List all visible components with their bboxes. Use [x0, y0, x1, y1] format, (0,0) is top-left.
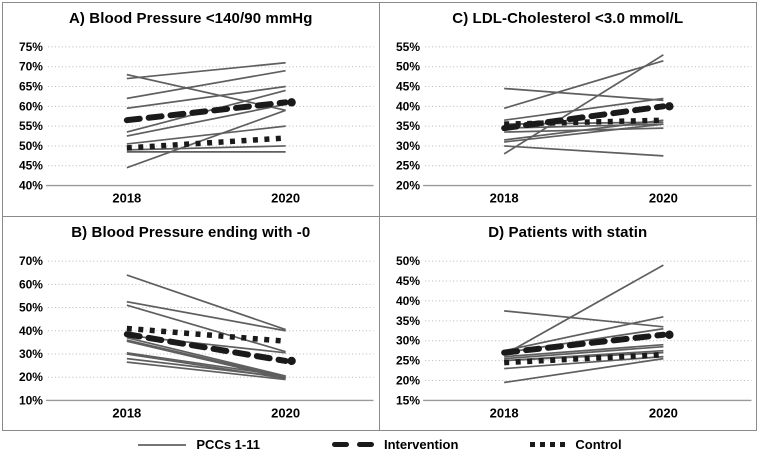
svg-text:40%: 40% [19, 323, 43, 337]
svg-text:70%: 70% [19, 254, 43, 268]
intervention-dashed-line-swatch [331, 442, 374, 447]
chart-canvas-a: 40% 45% 50% 55% 60% 65% 70% 75% 2018 2020 [19, 40, 374, 206]
legend-label-control: Control [575, 437, 622, 452]
svg-text:20%: 20% [19, 370, 43, 384]
legend: PCCs 1-11 Intervention Control [0, 431, 760, 458]
svg-text:40%: 40% [396, 293, 420, 307]
svg-text:2020: 2020 [648, 405, 677, 420]
chart-title-b: B) Blood Pressure ending with -0 [71, 223, 311, 241]
chart-grid: 40% 45% 50% 55% 60% 65% 70% 75% 2018 2020 A) Bloo… [2, 2, 757, 431]
svg-text:40%: 40% [396, 99, 420, 113]
svg-text:2020: 2020 [648, 191, 677, 206]
svg-text:10%: 10% [19, 393, 43, 407]
svg-text:15%: 15% [396, 393, 420, 407]
chart-title-d: D) Patients with statin [488, 223, 648, 241]
svg-text:60%: 60% [19, 99, 43, 113]
svg-text:2018: 2018 [489, 405, 518, 420]
svg-text:30%: 30% [19, 346, 43, 360]
svg-text:25%: 25% [396, 353, 420, 367]
legend-item-control: Control [530, 437, 622, 452]
chart-canvas-c: 20% 25% 30% 35% 40% 45% 50% 55% 2018 2020 [396, 40, 751, 206]
svg-text:35%: 35% [396, 119, 420, 133]
svg-text:55%: 55% [396, 40, 420, 54]
chart-panel-b: 10% 20% 30% 40% 50% 60% 70% 2018 2020 B) Blood P… [3, 216, 380, 430]
chart-panel-c: 20% 25% 30% 35% 40% 45% 50% 55% 2018 2020 C) LDL-… [379, 3, 756, 217]
svg-text:2020: 2020 [271, 191, 300, 206]
svg-text:2018: 2018 [112, 405, 141, 420]
svg-text:45%: 45% [396, 274, 420, 288]
svg-text:50%: 50% [19, 139, 43, 153]
legend-item-pccs: PCCs 1-11 [138, 437, 260, 452]
svg-text:70%: 70% [19, 60, 43, 74]
svg-text:50%: 50% [396, 254, 420, 268]
legend-label-intervention: Intervention [383, 437, 459, 452]
control-dotted-line-swatch [530, 442, 566, 447]
svg-text:55%: 55% [19, 119, 43, 133]
pcc-solid-line-swatch [138, 443, 187, 446]
svg-text:25%: 25% [396, 159, 420, 173]
chart-panel-a: 40% 45% 50% 55% 60% 65% 70% 75% 2018 2020 A) Bloo… [3, 3, 380, 217]
svg-text:2020: 2020 [271, 405, 300, 420]
legend-label-pccs: PCCs 1-11 [196, 437, 260, 452]
svg-text:30%: 30% [396, 139, 420, 153]
svg-text:50%: 50% [19, 300, 43, 314]
svg-text:40%: 40% [19, 179, 43, 193]
chart-panel-d: 15% 20% 25% 30% 35% 40% 45% 50% 2018 2020 D) Pati… [380, 217, 757, 431]
chart-title-a: A) Blood Pressure <140/90 mmHg [68, 10, 313, 27]
svg-text:65%: 65% [19, 80, 43, 94]
svg-text:35%: 35% [396, 313, 420, 327]
svg-text:60%: 60% [19, 277, 43, 291]
svg-text:2018: 2018 [489, 191, 518, 206]
chart-title-c: C) LDL-Cholesterol <3.0 mmol/L [452, 10, 684, 27]
legend-item-intervention: Intervention [331, 437, 459, 452]
svg-text:50%: 50% [396, 60, 420, 74]
svg-text:75%: 75% [19, 40, 43, 54]
chart-canvas-d: 15% 20% 25% 30% 35% 40% 45% 50% 2018 2020 [396, 254, 751, 420]
svg-text:45%: 45% [19, 159, 43, 173]
svg-text:45%: 45% [396, 80, 420, 94]
svg-text:30%: 30% [396, 333, 420, 347]
svg-text:20%: 20% [396, 179, 420, 193]
svg-text:20%: 20% [396, 373, 420, 387]
svg-text:2018: 2018 [112, 191, 141, 206]
chart-canvas-b: 10% 20% 30% 40% 50% 60% 70% 2018 2020 [19, 254, 374, 420]
